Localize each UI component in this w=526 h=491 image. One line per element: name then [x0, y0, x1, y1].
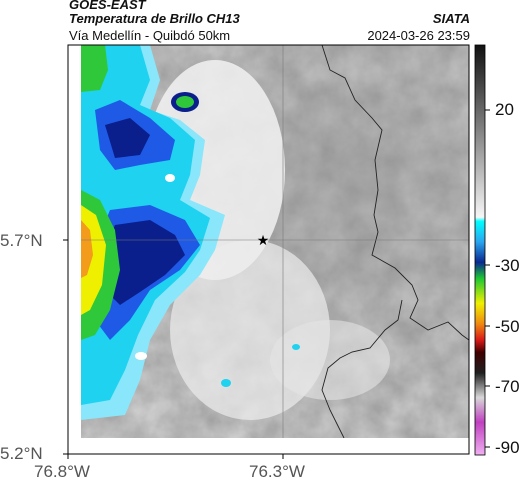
lat-tick-label: 5.7°N	[0, 231, 43, 250]
lat-tick-label: 5.2°N	[0, 444, 43, 463]
organization-label: SIATA	[432, 11, 470, 26]
colorbar-tick-label: -70	[495, 377, 520, 396]
colorbar-tick-label: -30	[495, 256, 520, 275]
cold-cloud-system	[81, 45, 300, 420]
product-title: Temperatura de Brillo CH13	[69, 11, 240, 26]
colorbar-tick-label: 20	[495, 100, 514, 119]
lon-tick-label: 76.8°W	[34, 462, 90, 481]
star-marker-icon: ★	[257, 232, 270, 248]
satellite-title: GOES-EAST	[69, 0, 146, 12]
colorbar-tick-label: -50	[495, 317, 520, 336]
boundary-line	[321, 45, 469, 438]
lon-tick-label: 76.3°W	[249, 462, 305, 481]
colorbar	[474, 44, 486, 456]
region-subtitle: Vía Medellín - Quibdó 50km	[69, 28, 231, 43]
colorbar-tick-label: -90	[495, 438, 520, 457]
timestamp-label: 2024-03-26 23:59	[367, 28, 470, 43]
